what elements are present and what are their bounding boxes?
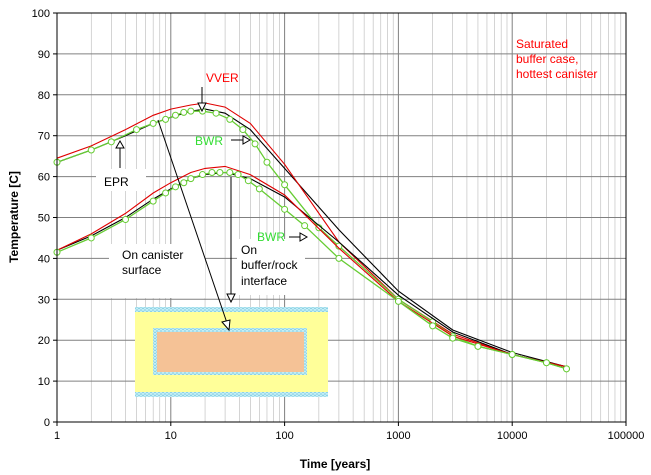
x-tick-label: 1000 — [386, 430, 410, 442]
y-tick-label: 0 — [44, 417, 50, 429]
data-point-bwr-buffer-interface — [508, 351, 516, 359]
data-point-bwr-canister-surface — [133, 126, 141, 134]
data-point-bwr-canister-surface — [212, 109, 220, 117]
data-point-bwr-buffer-interface — [562, 365, 570, 373]
x-axis-title: Time [years] — [300, 457, 370, 471]
epr-arrow-head — [115, 139, 125, 149]
data-point-bwr-buffer-interface — [255, 185, 263, 193]
data-point-bwr-buffer-interface — [301, 222, 309, 230]
series-bwr-buffer-interface — [53, 169, 570, 373]
x-tick-label: 10000 — [497, 430, 528, 442]
y-tick-label: 80 — [38, 90, 50, 102]
label-buffer-rock: buffer/rock — [241, 258, 298, 272]
data-point-bwr-canister-surface — [335, 242, 343, 250]
x-tick-label: 1 — [54, 430, 60, 442]
label-vver: VVER — [206, 71, 239, 85]
series-layer — [53, 102, 570, 373]
y-tick-label: 30 — [38, 294, 50, 306]
axis-ticks: 1 10 100 1000 10000 100000 0 10 20 30 40 50 60 70 80 90… — [32, 8, 645, 442]
data-point-bwr-buffer-interface — [234, 171, 242, 179]
data-point-bwr-canister-surface — [87, 146, 95, 154]
data-point-bwr-canister-surface — [162, 115, 170, 123]
annotations: Saturated buffer case, hottest canister … — [104, 37, 597, 288]
data-point-bwr-buffer-interface — [542, 359, 550, 367]
label-on-canister: On canister — [122, 248, 183, 262]
canister-body — [157, 332, 304, 372]
data-point-bwr-canister-surface — [187, 107, 195, 115]
annotation-arrows — [115, 87, 309, 332]
canister-surface-arrow-line — [157, 119, 228, 324]
data-point-bwr-buffer-interface — [216, 169, 224, 177]
data-point-bwr-buffer-interface — [474, 342, 482, 350]
data-point-bwr-buffer-interface — [172, 183, 180, 191]
data-point-bwr-canister-surface — [180, 108, 188, 116]
data-point-bwr-canister-surface — [107, 138, 115, 146]
label-bwr-upper: BWR — [195, 134, 223, 148]
y-tick-label: 100 — [32, 8, 50, 20]
data-point-bwr-canister-surface — [172, 111, 180, 119]
y-tick-label: 70 — [38, 131, 50, 143]
data-point-bwr-buffer-interface — [180, 179, 188, 187]
data-point-bwr-canister-surface — [281, 181, 289, 189]
bwr-upper-arrow-head — [242, 135, 252, 145]
label-bwr-lower: BWR — [257, 230, 285, 244]
data-point-bwr-buffer-interface — [429, 322, 437, 330]
data-point-bwr-buffer-interface — [208, 169, 216, 177]
bwr-lower-arrow-head — [299, 232, 309, 242]
annotation-saturated: Saturated — [516, 37, 568, 51]
data-point-bwr-buffer-interface — [199, 171, 207, 179]
data-point-bwr-buffer-interface — [281, 205, 289, 213]
data-point-bwr-buffer-interface — [187, 175, 195, 183]
y-tick-label: 50 — [38, 213, 50, 225]
annotation-hottest-canister: hottest canister — [516, 67, 597, 81]
data-point-bwr-buffer-interface — [449, 334, 457, 342]
y-tick-label: 90 — [38, 49, 50, 61]
data-point-bwr-canister-surface — [263, 158, 271, 166]
label-interface: interface — [241, 274, 287, 288]
x-tick-label: 100000 — [608, 430, 645, 442]
x-tick-label: 100 — [275, 430, 293, 442]
data-point-bwr-buffer-interface — [335, 254, 343, 262]
label-on: On — [241, 243, 257, 257]
data-point-bwr-buffer-interface — [87, 234, 95, 242]
data-point-bwr-canister-surface — [226, 115, 234, 123]
annotation-buffer-case: buffer case, — [516, 52, 578, 66]
label-surface: surface — [122, 263, 162, 277]
canister-surface-arrow-head — [221, 319, 231, 332]
data-point-bwr-buffer-interface — [122, 216, 130, 224]
y-axis-title: Temperature [C] — [7, 171, 21, 263]
y-tick-label: 20 — [38, 335, 50, 347]
data-point-bwr-canister-surface — [149, 119, 157, 127]
data-point-bwr-buffer-interface — [244, 177, 252, 185]
label-epr: EPR — [104, 175, 129, 189]
x-tick-label: 10 — [165, 430, 177, 442]
data-point-bwr-buffer-interface — [162, 189, 170, 197]
data-point-bwr-buffer-interface — [394, 297, 402, 305]
vver-arrow-head — [197, 102, 207, 113]
canister-schematic — [135, 307, 328, 397]
data-point-bwr-canister-surface — [251, 140, 259, 148]
data-point-bwr-buffer-interface — [226, 169, 234, 177]
label-backgrounds — [96, 169, 305, 298]
y-tick-label: 40 — [38, 253, 50, 265]
y-tick-label: 60 — [38, 172, 50, 184]
y-tick-label: 10 — [38, 376, 50, 388]
data-point-bwr-buffer-interface — [149, 197, 157, 205]
buffer-interface-arrow-head — [226, 293, 236, 304]
data-point-bwr-canister-surface — [239, 126, 247, 134]
